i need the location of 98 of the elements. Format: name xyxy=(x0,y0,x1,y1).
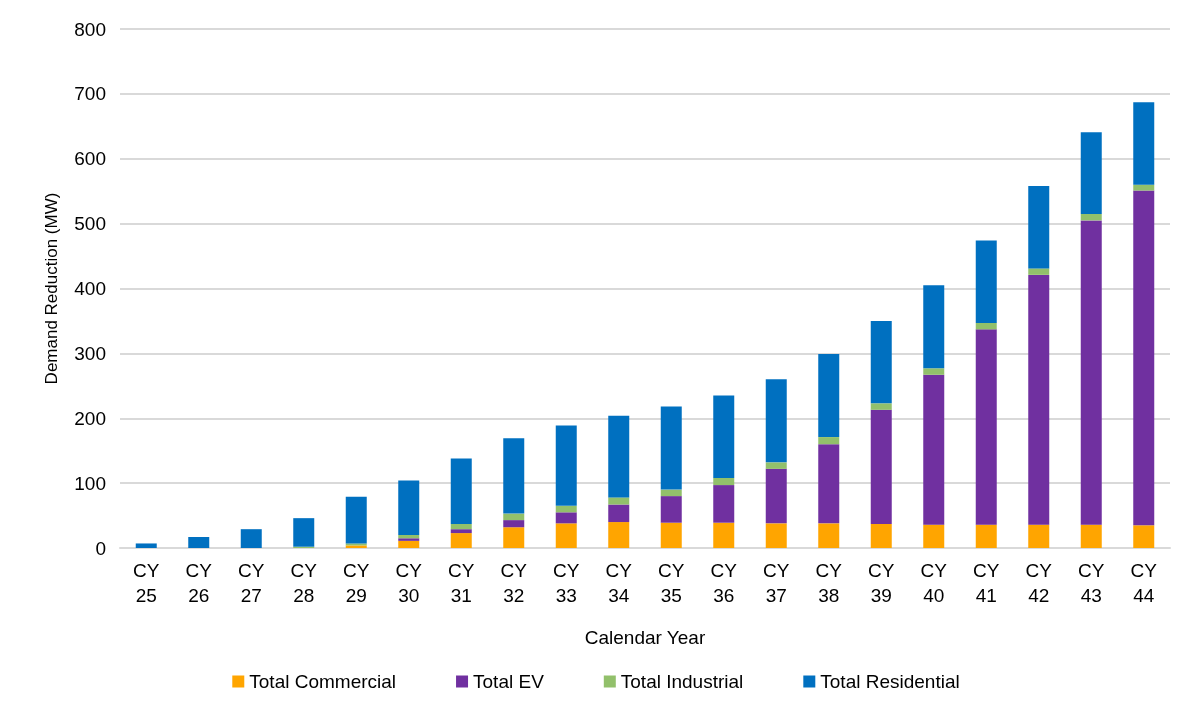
bar xyxy=(818,437,840,445)
bar xyxy=(818,354,840,438)
bar xyxy=(923,374,945,525)
x-tick-label: CY 30 xyxy=(395,560,423,606)
x-tick-label: CY 42 xyxy=(1025,560,1053,606)
bar xyxy=(660,406,682,490)
bar xyxy=(450,458,472,524)
bar xyxy=(765,468,787,524)
bar xyxy=(713,522,735,548)
x-tick-label: CY 37 xyxy=(763,560,790,606)
x-tick-label: CY 40 xyxy=(920,560,948,606)
bar xyxy=(1080,132,1102,214)
x-tick-label: CY 35 xyxy=(658,560,685,606)
bar xyxy=(188,536,210,548)
x-tick-label: CY 36 xyxy=(710,560,738,606)
bar xyxy=(818,523,840,548)
bar xyxy=(450,524,472,530)
bar xyxy=(765,523,787,548)
y-tick-label: 600 xyxy=(74,148,106,170)
bar xyxy=(240,529,262,548)
bar xyxy=(608,504,630,523)
bar xyxy=(713,477,735,486)
bar xyxy=(870,320,892,404)
bar xyxy=(293,518,315,547)
bar xyxy=(1080,220,1102,525)
y-tick-label: 800 xyxy=(74,18,106,40)
bar xyxy=(1133,184,1155,191)
x-tick-label: CY 39 xyxy=(868,560,895,606)
bar xyxy=(923,368,945,375)
x-axis-title: Calendar Year xyxy=(584,627,706,648)
x-tick-label: CY 28 xyxy=(290,560,318,606)
bar xyxy=(1133,525,1155,548)
x-tick-label: CY 27 xyxy=(238,560,265,606)
bar xyxy=(608,522,630,548)
bar xyxy=(503,527,525,548)
bar xyxy=(660,496,682,523)
x-tick-label: CY 26 xyxy=(185,560,213,606)
bar xyxy=(398,540,420,548)
bar xyxy=(135,543,157,548)
x-tick-label: CY 38 xyxy=(815,560,843,606)
x-tick-label: CY 43 xyxy=(1078,560,1105,606)
bar xyxy=(1028,524,1050,548)
bar xyxy=(713,485,735,523)
bar xyxy=(660,489,682,497)
bar xyxy=(923,524,945,548)
y-tick-label: 0 xyxy=(95,537,106,559)
bar xyxy=(765,462,787,469)
legend-label: Total Industrial xyxy=(620,671,744,692)
x-tick-label: CY 32 xyxy=(500,560,528,606)
bar xyxy=(1080,213,1102,221)
bar xyxy=(713,395,735,478)
legend-label: Total EV xyxy=(473,671,545,692)
bar xyxy=(450,533,472,548)
bar xyxy=(765,379,787,463)
bar xyxy=(975,329,997,525)
bar xyxy=(975,240,997,323)
bar xyxy=(870,409,892,524)
y-tick-label: 300 xyxy=(74,342,106,364)
bar xyxy=(1133,102,1155,185)
bar xyxy=(975,322,997,330)
bar xyxy=(450,529,472,534)
x-tick-label: CY 41 xyxy=(973,560,1000,606)
y-tick-label: 400 xyxy=(74,278,106,299)
bar xyxy=(1080,524,1102,548)
bar xyxy=(1133,190,1155,526)
x-tick-label: CY 44 xyxy=(1130,560,1158,606)
x-tick-label: CY 25 xyxy=(133,560,160,606)
bar xyxy=(503,438,525,514)
y-tick-label: 100 xyxy=(74,472,106,494)
bar xyxy=(975,524,997,548)
bar xyxy=(503,513,525,521)
bar xyxy=(1028,186,1050,269)
y-tick-label: 200 xyxy=(74,407,106,429)
bar xyxy=(345,496,367,544)
bar xyxy=(870,403,892,410)
bar xyxy=(398,480,420,536)
y-axis-title: Demand Reduction (MW) xyxy=(42,192,61,385)
legend-label: Total Residential xyxy=(820,671,960,692)
bar xyxy=(870,524,892,548)
x-tick-label: CY 31 xyxy=(448,560,475,606)
bar xyxy=(923,285,945,369)
x-tick-label: CY 34 xyxy=(605,560,633,606)
bar xyxy=(555,523,577,548)
bar xyxy=(660,522,682,548)
bar xyxy=(503,520,525,528)
legend-label: Total Commercial xyxy=(249,671,397,692)
bar xyxy=(608,415,630,498)
y-tick-label: 700 xyxy=(74,83,106,105)
bar xyxy=(1028,274,1050,525)
bar xyxy=(555,512,577,524)
bar xyxy=(555,425,577,506)
x-tick-label: CY 29 xyxy=(343,560,370,606)
bar xyxy=(818,444,840,524)
x-tick-label: CY 33 xyxy=(553,560,580,606)
bar xyxy=(555,505,577,513)
y-tick-label: 500 xyxy=(74,213,106,235)
bar xyxy=(608,497,630,505)
bar xyxy=(1028,268,1050,275)
